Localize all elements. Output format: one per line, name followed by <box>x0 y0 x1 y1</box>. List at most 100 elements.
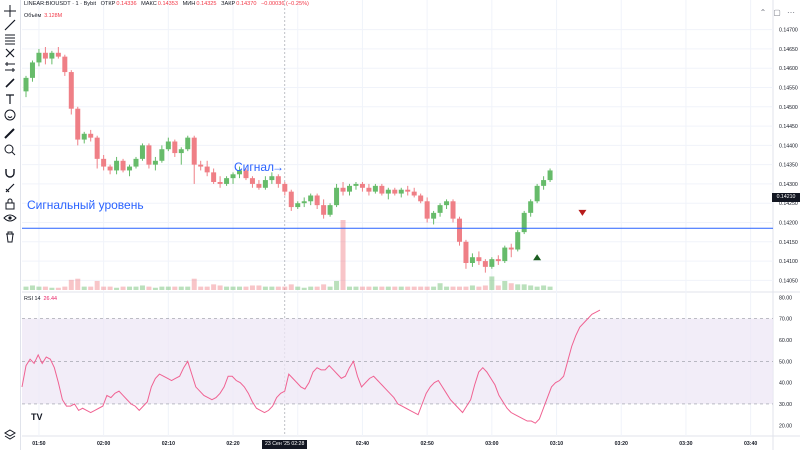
last-price-label: 0.14210 <box>772 193 800 202</box>
time-tick-label: 03:30 <box>679 441 692 447</box>
signal-arrow-icon[interactable]: → <box>272 160 284 174</box>
rsi-tick-label: 50.00 <box>779 359 792 365</box>
volume-bar <box>243 286 249 290</box>
rsi-label[interactable]: RSI 14 <box>24 296 41 302</box>
volume-bar <box>178 286 184 290</box>
low-label: МИН <box>182 1 196 7</box>
time-tick-label: 02:10 <box>162 441 175 447</box>
time-axis: 01:5002:0002:1002:2002:3002:4002:5003:00… <box>32 441 757 447</box>
price-tick-label: 0.14600 <box>779 66 798 72</box>
lock-draw-icon[interactable] <box>3 181 17 195</box>
candle-body <box>172 141 178 154</box>
pane-more-icon[interactable]: ⋯ <box>787 8 795 17</box>
pane-up-icon[interactable]: ⌃ <box>759 8 767 17</box>
candle-body <box>55 52 61 57</box>
open-label: ОТКР <box>100 1 116 7</box>
candle-body <box>398 189 404 194</box>
crosshair-icon[interactable] <box>3 4 17 18</box>
symbol-name[interactable]: LINEAR:BIOUSDT · 1 · Bybit <box>24 1 97 7</box>
volume-bar <box>204 286 210 290</box>
candle-body <box>314 195 320 206</box>
text-icon[interactable] <box>3 92 17 106</box>
candle-body <box>288 191 294 208</box>
volume-bar <box>262 286 268 290</box>
candle-body <box>444 201 450 206</box>
candle-body <box>295 203 301 208</box>
candle-body <box>217 182 223 184</box>
emoji-icon[interactable] <box>3 108 17 122</box>
candle-body <box>262 180 268 188</box>
volume-bar <box>133 286 139 290</box>
volume-bar <box>217 285 223 290</box>
volume-bar <box>146 286 152 290</box>
volume-bar <box>75 278 81 290</box>
volume-bar <box>249 285 255 290</box>
volume-bar <box>23 286 29 290</box>
trend-line-icon[interactable] <box>3 18 17 32</box>
candle-body <box>301 201 307 204</box>
zoom-icon[interactable] <box>3 143 17 157</box>
brush-icon[interactable] <box>3 76 17 90</box>
candle-body <box>450 201 456 219</box>
candle-body <box>489 259 495 267</box>
candle-body <box>321 205 327 215</box>
volume-bar <box>340 220 346 290</box>
price-tick-label: 0.14650 <box>779 47 798 53</box>
eye-icon[interactable] <box>3 211 17 225</box>
volume-bar <box>314 286 320 290</box>
volume-bar <box>450 286 456 290</box>
signal-level-annotation[interactable]: Сигнальный уровень <box>27 198 144 212</box>
volume-label[interactable]: Объём <box>24 13 42 19</box>
lock-icon[interactable] <box>3 197 17 211</box>
volume-value: 3.128M <box>44 13 63 19</box>
candle-body <box>133 158 139 167</box>
price-tick-label: 0.14500 <box>779 105 798 111</box>
candle-body <box>165 141 171 150</box>
signal-annotation[interactable]: Сигнал <box>234 160 275 174</box>
volume-bar <box>482 285 488 290</box>
volume-bar <box>327 286 333 290</box>
pitchfork-icon[interactable] <box>3 46 17 60</box>
volume-bar <box>489 276 495 290</box>
price-tick-label: 0.14550 <box>779 86 798 92</box>
time-tick-label: 03:00 <box>485 441 498 447</box>
volume-bar <box>495 285 501 290</box>
candle-body <box>476 257 482 262</box>
candle-body <box>120 160 126 171</box>
candle-body <box>191 137 197 165</box>
candle-body <box>456 218 462 242</box>
horizontal-lines-icon[interactable] <box>3 32 17 46</box>
volume-bar <box>528 285 534 290</box>
candle-body <box>230 174 236 179</box>
candle-body <box>515 232 521 250</box>
candle-body <box>431 212 437 219</box>
candle-body <box>237 170 243 175</box>
volume-bar <box>191 278 197 290</box>
volume-bar <box>81 286 87 290</box>
tradingview-logo[interactable]: TV <box>31 412 43 422</box>
price-tick-label: 0.14200 <box>779 221 798 227</box>
layers-icon[interactable] <box>3 428 17 442</box>
time-tick-label: 03:40 <box>744 441 757 447</box>
measure-icon[interactable] <box>3 60 17 74</box>
trash-icon[interactable] <box>3 230 17 244</box>
candle-body <box>469 257 475 263</box>
candle-body <box>42 52 48 59</box>
volume-bar <box>379 286 385 290</box>
time-tick-label: 03:10 <box>550 441 563 447</box>
close-label: ЗАКР <box>221 1 236 7</box>
volume-bar <box>62 286 68 290</box>
ruler-icon[interactable] <box>3 127 17 141</box>
price-axis: 0.14050 0.14100 0.14150 0.14200 0.14250 0.143… <box>779 28 798 430</box>
volume-bar <box>288 284 294 290</box>
candle-body <box>411 191 417 196</box>
open-value: 0.14336 <box>116 1 137 7</box>
magnet-icon[interactable] <box>3 165 17 179</box>
pane-maximize-icon[interactable]: ▢ <box>773 8 781 17</box>
high-value: 0.14353 <box>157 1 179 7</box>
candle-body <box>405 189 411 192</box>
volume-bar <box>185 286 191 290</box>
volume-bar <box>508 283 514 290</box>
candle-body <box>482 261 488 267</box>
